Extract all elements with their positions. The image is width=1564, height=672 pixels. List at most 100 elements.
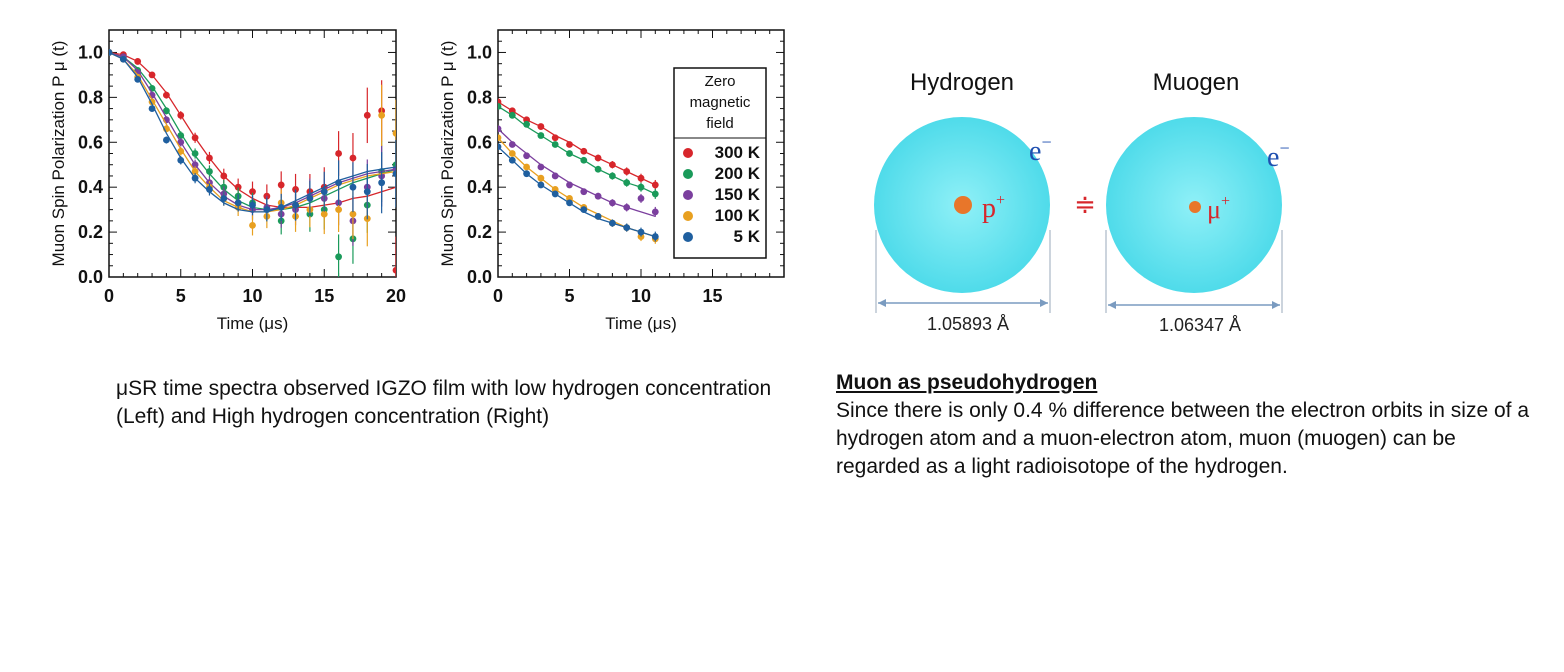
- data-point: [363, 188, 371, 196]
- data-point: [551, 134, 559, 142]
- data-point: [220, 195, 228, 202]
- data-point: [508, 141, 516, 148]
- legend-title-line: field: [706, 115, 734, 132]
- data-point: [392, 266, 396, 274]
- data-point: [234, 183, 242, 191]
- data-point: [637, 228, 645, 236]
- fit-line: [498, 101, 656, 186]
- x-tick-label: 0: [104, 286, 114, 306]
- data-point: [637, 195, 645, 202]
- data-point: [134, 76, 142, 83]
- data-point: [249, 221, 256, 229]
- y-tick-label: 0.0: [78, 267, 103, 287]
- y-tick-label: 1.0: [467, 42, 492, 62]
- data-point: [537, 132, 545, 139]
- legend-entry: 5 K: [734, 227, 761, 246]
- data-point: [249, 188, 256, 196]
- data-point: [263, 206, 271, 214]
- data-point: [320, 188, 328, 196]
- y-tick-label: 0.8: [78, 87, 103, 107]
- data-point: [498, 143, 502, 151]
- y-tick-label: 1.0: [78, 42, 103, 62]
- data-point: [363, 111, 371, 119]
- data-point: [177, 138, 185, 146]
- caption-right: Muon as pseudohydrogen Since there is on…: [836, 369, 1536, 481]
- hydrogen-title: Hydrogen: [910, 69, 1014, 96]
- x-tick-label: 15: [702, 286, 722, 306]
- data-point: [651, 190, 659, 198]
- data-point: [551, 190, 559, 198]
- data-point: [594, 212, 602, 220]
- data-point: [580, 188, 588, 196]
- approx-equal-symbol: ≑: [1074, 189, 1096, 219]
- data-point: [148, 71, 156, 79]
- muogen-title: Muogen: [1153, 69, 1240, 96]
- hydrogen-nucleus-label: p+: [982, 192, 1005, 224]
- chart-right: 0 5 10 15 0.0 0.2 0.4 0.6 0.8 1.0 Time (μs) Muon Sp…: [438, 29, 785, 333]
- y-tick-label: 0.0: [467, 267, 492, 287]
- data-point: [523, 163, 530, 171]
- data-point: [537, 181, 545, 189]
- data-point: [320, 210, 328, 218]
- data-point: [523, 170, 530, 178]
- data-point: [498, 125, 502, 133]
- atom-diagram: Hydrogen p+ e− 1.05893 Å ≑ Muogen μ+ e− …: [874, 69, 1290, 335]
- data-point: [392, 129, 396, 137]
- data-point: [163, 107, 170, 115]
- data-point: [498, 102, 502, 110]
- data-point: [609, 219, 616, 227]
- data-point: [594, 165, 602, 173]
- data-point: [349, 154, 357, 162]
- caption-right-heading: Muon as pseudohydrogen: [836, 371, 1098, 394]
- series-group: [109, 49, 396, 277]
- data-point: [349, 183, 357, 191]
- y-tick-label: 0.2: [467, 222, 492, 242]
- data-point: [249, 201, 256, 209]
- data-point: [191, 134, 199, 142]
- data-point: [335, 179, 342, 187]
- data-point: [177, 132, 185, 139]
- fit-line: [498, 146, 656, 238]
- data-point: [551, 141, 559, 148]
- data-point: [335, 253, 342, 261]
- x-axis-title: Time (μs): [217, 314, 289, 333]
- data-point: [177, 156, 185, 164]
- data-point: [623, 179, 631, 187]
- data-point: [566, 141, 573, 148]
- caption-right-body: Since there is only 0.4 % difference bet…: [836, 399, 1530, 478]
- y-tick-label: 0.4: [467, 177, 492, 197]
- data-point: [119, 55, 127, 63]
- data-point: [335, 150, 342, 157]
- muogen-electron-label: e−: [1267, 138, 1290, 173]
- legend-entry: 300 K: [715, 143, 761, 162]
- data-point: [537, 163, 545, 171]
- data-point: [306, 195, 314, 202]
- data-point: [523, 152, 530, 160]
- data-point: [335, 206, 342, 214]
- data-point: [349, 210, 357, 218]
- data-point: [206, 168, 213, 175]
- data-point: [378, 179, 386, 187]
- hydrogen-nucleus: [954, 196, 972, 214]
- data-point: [378, 111, 386, 119]
- x-tick-label: 5: [564, 286, 574, 306]
- legend-marker: [683, 169, 693, 179]
- x-axis-title: Time (μs): [605, 314, 677, 333]
- data-point: [566, 199, 573, 207]
- legend-box: [673, 67, 767, 259]
- data-point: [566, 181, 573, 189]
- data-point: [234, 199, 242, 207]
- x-tick-label: 10: [242, 286, 262, 306]
- data-point: [594, 192, 602, 200]
- data-point: [580, 206, 588, 214]
- data-point: [580, 147, 588, 155]
- y-tick-label: 0.6: [78, 132, 103, 152]
- legend-marker: [683, 232, 693, 242]
- data-point: [277, 203, 285, 211]
- data-point: [292, 201, 299, 209]
- x-tick-label: 10: [631, 286, 651, 306]
- chart-left: 0 5 10 15 20 0.0 0.2 0.4 0.6 0.8 1.0 Time (μs) Muon …: [49, 29, 406, 333]
- data-point: [191, 150, 199, 157]
- muogen-nucleus-label: μ+: [1207, 193, 1230, 224]
- data-point: [623, 224, 631, 232]
